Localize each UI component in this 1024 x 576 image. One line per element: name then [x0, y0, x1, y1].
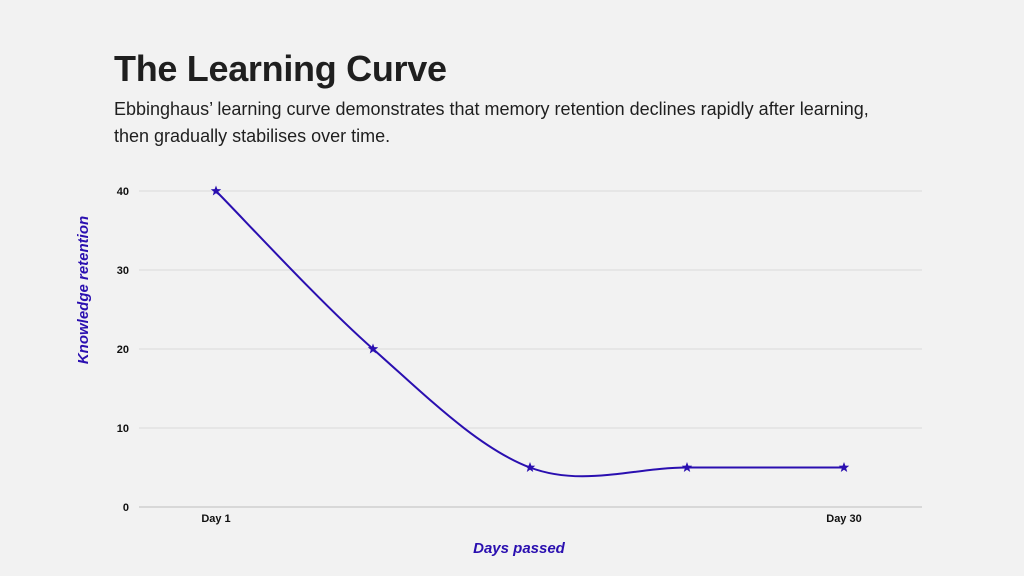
y-tick-label: 30 [117, 265, 129, 277]
data-point-markers [210, 185, 850, 472]
star-marker [367, 343, 379, 354]
y-tick-label: 40 [117, 186, 129, 198]
star-marker [524, 462, 536, 472]
star-marker [681, 462, 693, 472]
y-tick-label: 20 [117, 344, 129, 356]
x-axis-ticks: Day 1 Day 30 [201, 513, 861, 525]
x-tick-label: Day 30 [826, 513, 861, 525]
grid-lines [139, 190, 922, 508]
y-tick-label: 10 [117, 423, 129, 435]
page-subtitle: Ebbinghaus’ learning curve demonstrates … [114, 99, 869, 146]
y-axis-ticks: 0 10 20 30 40 [117, 186, 129, 514]
y-tick-label: 0 [123, 502, 129, 514]
x-tick-label: Day 1 [201, 513, 230, 525]
page-title: The Learning Curve [114, 48, 447, 89]
x-axis-label: Days passed [473, 540, 566, 557]
star-marker [838, 462, 850, 472]
y-axis-label: Knowledge retention [75, 216, 92, 364]
retention-line [215, 190, 844, 478]
star-marker [210, 185, 222, 196]
